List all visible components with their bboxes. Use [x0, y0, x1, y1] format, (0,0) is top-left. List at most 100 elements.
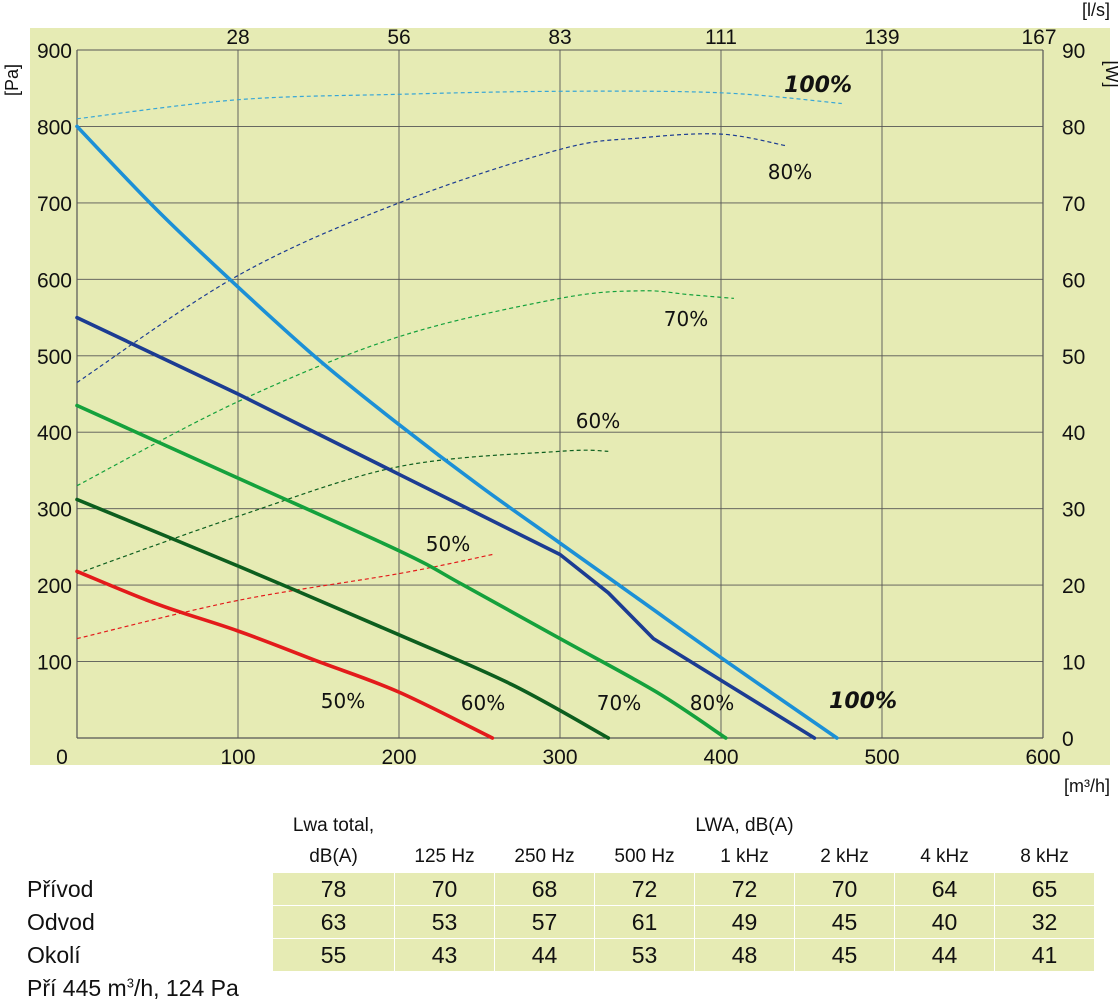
y-right-tick-label: 70: [1062, 193, 1085, 216]
y-right-tick-label: 10: [1062, 652, 1085, 675]
freq-header: 250 Hz: [494, 841, 595, 873]
table-row: Odvod 63 53 57 61 49 45 40 32: [22, 905, 1095, 939]
value-cell: 68: [494, 872, 595, 906]
y-right-tick-label: 40: [1062, 422, 1085, 445]
value-cell: 41: [994, 938, 1095, 972]
y-left-tick-label: 900: [37, 40, 72, 63]
y-right-tick-label: 60: [1062, 269, 1085, 292]
y-left-tick-label: 700: [37, 193, 72, 216]
total-header-line2: dB(A): [272, 841, 395, 873]
y-left-tick-label: 200: [37, 575, 72, 598]
y-left-tick-label: 100: [37, 652, 72, 675]
curve-labels: 100% 80% 70% 60% 50% 50% 60% 70% 80% 100%: [321, 73, 897, 715]
value-cell: 70: [794, 872, 895, 906]
x-top-tick-label: 56: [387, 26, 410, 49]
value-cell: 70: [394, 872, 495, 906]
x-unit-label: [m³/h]: [1064, 776, 1110, 796]
power-curve-line: [76, 449, 609, 575]
value-cell: 53: [594, 938, 695, 972]
value-cell: 45: [794, 938, 895, 972]
pressure-curve-line: [75, 497, 611, 740]
x-top-tick-label: 83: [548, 26, 571, 49]
x-top-tick-label: 139: [864, 26, 899, 49]
x-tick-label: 300: [542, 746, 577, 769]
row-label: Odvod: [22, 905, 273, 939]
freq-header: 8 kHz: [994, 841, 1095, 873]
x-tick-label: 400: [703, 746, 738, 769]
value-cell: 43: [394, 938, 495, 972]
y-right-tick-label: 30: [1062, 499, 1085, 522]
y-right-tick-label: 20: [1062, 575, 1085, 598]
value-cell: 53: [394, 905, 495, 939]
pressure-curve-line: [75, 569, 495, 740]
value-cell: 48: [694, 938, 795, 972]
y-right-tick-label: 50: [1062, 346, 1085, 369]
value-cell: 65: [994, 872, 1095, 906]
power-curve-line: [76, 133, 786, 383]
power-curves: [76, 90, 842, 640]
y-left-tick-label: 400: [37, 422, 72, 445]
pressure-curve-label: 80%: [690, 691, 734, 715]
value-cell: 72: [694, 872, 795, 906]
y-left-tick-label: 600: [37, 269, 72, 292]
power-curve-label: 50%: [426, 532, 470, 556]
value-cell: 44: [494, 938, 595, 972]
y-right-tick-label: 80: [1062, 116, 1085, 139]
table-note-row: Pří 445 m3/h, 124 Pa: [22, 971, 1095, 1005]
x-tick-label: 500: [864, 746, 899, 769]
pressure-curve-label: 60%: [461, 691, 505, 715]
pressure-curve-line: [75, 124, 839, 740]
x-top-unit-label: [l/s]: [1082, 0, 1110, 20]
lwa-group-header: LWA, dB(A): [394, 810, 1095, 842]
y-left-tick-label: 500: [37, 346, 72, 369]
value-cell: 44: [894, 938, 995, 972]
pressure-curves: [75, 124, 839, 740]
pressure-curve-label: 70%: [597, 691, 641, 715]
y-right-tick-label: 0: [1062, 728, 1074, 751]
pressure-curve-label: 50%: [321, 689, 365, 713]
pressure-curve-line: [75, 403, 728, 740]
pressure-curve-line: [75, 315, 817, 740]
y-right-unit-label: [W]: [1102, 61, 1118, 88]
power-curve-label: 60%: [576, 409, 620, 433]
plot-background: [30, 28, 1110, 765]
row-label: Přívod: [22, 872, 273, 906]
value-cell: 49: [694, 905, 795, 939]
noise-table: Lwa total, LWA, dB(A) dB(A) 125 Hz 250 H…: [22, 810, 1095, 1005]
power-curve-line: [76, 553, 493, 640]
total-cell: 55: [272, 938, 395, 972]
x-top-tick-label: 167: [1021, 26, 1056, 49]
value-cell: 45: [794, 905, 895, 939]
pressure-curve-label: 100%: [829, 689, 897, 714]
grid: [76, 49, 1044, 739]
power-curve-line: [76, 290, 734, 487]
total-cell: 78: [272, 872, 395, 906]
table-corner: [22, 810, 273, 873]
total-cell: 63: [272, 905, 395, 939]
value-cell: 64: [894, 872, 995, 906]
row-label: Okolí: [22, 938, 273, 972]
x-top-tick-label: 111: [705, 26, 737, 49]
power-curve-line: [76, 90, 842, 120]
power-curve-label: 100%: [784, 73, 852, 98]
x-tick-label: 0: [56, 746, 68, 769]
value-cell: 40: [894, 905, 995, 939]
value-cell: 61: [594, 905, 695, 939]
y-right-tick-label: 90: [1062, 40, 1085, 63]
power-curve-label: 80%: [768, 160, 812, 184]
x-top-tick-label: 28: [226, 26, 249, 49]
x-tick-label: 200: [381, 746, 416, 769]
freq-header: 1 kHz: [694, 841, 795, 873]
total-header-line1: Lwa total,: [272, 810, 395, 842]
table-row: Okolí 55 43 44 53 48 45 44 41: [22, 938, 1095, 972]
power-curve-label: 70%: [664, 307, 708, 331]
x-tick-label: 100: [220, 746, 255, 769]
operating-point-note: Pří 445 m3/h, 124 Pa: [22, 971, 1095, 1005]
y-left-tick-label: 300: [37, 499, 72, 522]
freq-header: 4 kHz: [894, 841, 995, 873]
freq-header: 2 kHz: [794, 841, 895, 873]
freq-header: 125 Hz: [394, 841, 495, 873]
y-left-unit-label: [Pa]: [2, 64, 22, 96]
